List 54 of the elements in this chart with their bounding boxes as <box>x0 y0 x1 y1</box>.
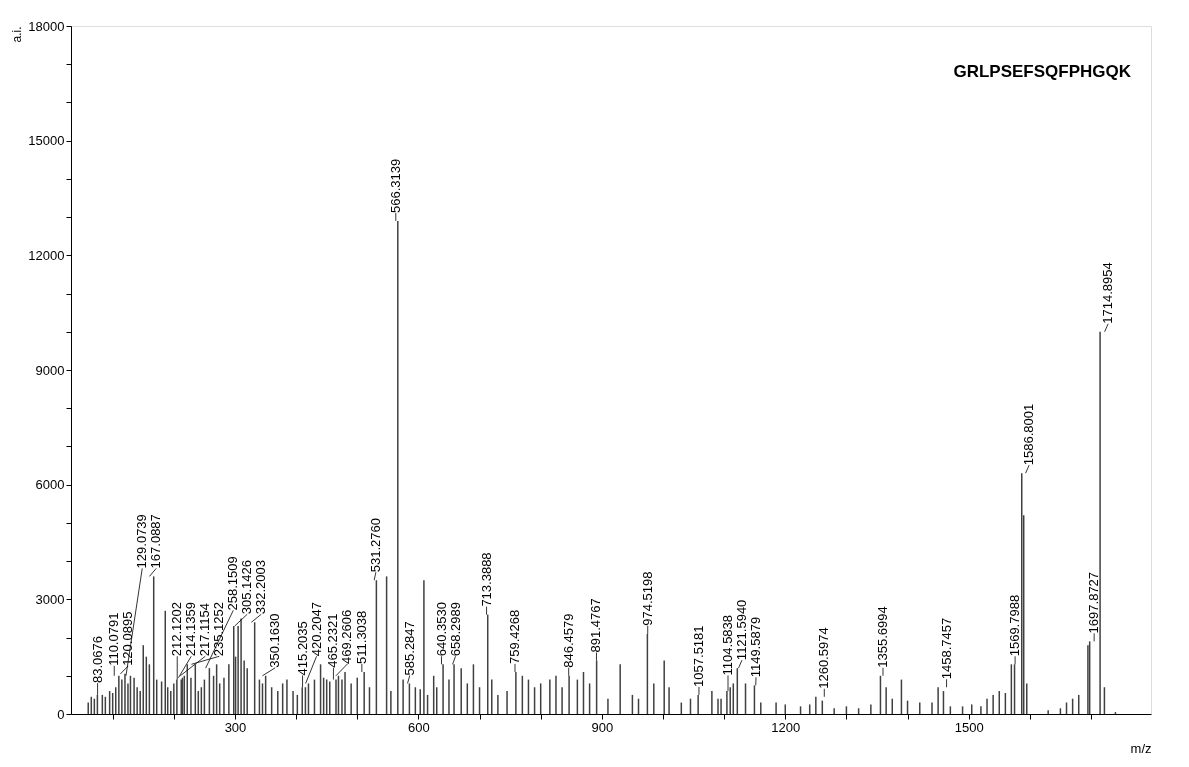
annotation: 1569.7988 <box>1007 594 1023 657</box>
annotation: 891.4767 <box>588 598 604 653</box>
annotation: 658.2989 <box>447 602 463 657</box>
annotation: 258.1509 <box>225 556 241 611</box>
y-tick-label: 0 <box>57 706 65 722</box>
x-tick-label: 900 <box>591 719 614 735</box>
annotation: 332.2003 <box>253 560 269 615</box>
annotation: 415.2035 <box>294 621 310 676</box>
annotation: 110.0791 <box>106 612 122 666</box>
annotation: 713.3888 <box>478 552 494 607</box>
annotation: 305.1426 <box>239 560 255 615</box>
annotation: 1104.5838 <box>720 614 735 676</box>
annotation: 1121.5940 <box>734 599 749 661</box>
annotation: 1714.8954 <box>1100 262 1116 324</box>
y-tick-label: 3000 <box>35 591 65 607</box>
x-tick-label: 1500 <box>954 719 984 735</box>
annotation: 846.4579 <box>560 613 576 668</box>
annotation: 469.2606 <box>339 609 355 664</box>
annotation: 235.1252 <box>211 602 227 657</box>
y-tick-label: 18000 <box>28 18 65 34</box>
annotation: 465.2321 <box>325 613 341 668</box>
annotation: 531.2760 <box>367 517 383 573</box>
annotation: 350.1630 <box>267 613 283 668</box>
y-tick-label: 12000 <box>28 247 65 263</box>
x-tick-label: 1200 <box>771 719 801 735</box>
annotation: 1355.6994 <box>874 606 890 668</box>
annotation: 1260.5974 <box>816 627 832 689</box>
y-tick-label: 9000 <box>35 362 65 378</box>
annotation: 640.3530 <box>433 602 449 657</box>
annotation: 974.5198 <box>639 571 655 626</box>
text: GRLPSEFSQFPHGQK <box>953 62 1132 81</box>
x-axis-title: m/z <box>1130 740 1152 756</box>
annotation: 1057.5181 <box>690 625 706 687</box>
annotation: 1697.8727 <box>1086 571 1102 634</box>
annotation: 83.0676 <box>89 636 105 684</box>
annotation: 585.2847 <box>401 621 417 676</box>
annotation: 217.1154 <box>197 603 213 657</box>
annotation: 167.0887 <box>148 514 164 569</box>
annotation: 420.2047 <box>308 602 324 657</box>
annotation: 129.0739 <box>134 514 150 569</box>
annotation: 566.3139 <box>387 158 403 213</box>
y-tick-label: 15000 <box>28 133 65 149</box>
annotation: 214.1359 <box>183 602 199 657</box>
y-tick-label: 6000 <box>35 477 65 493</box>
annotation: 212.1202 <box>169 602 185 657</box>
x-tick-label: 300 <box>224 719 247 735</box>
y-axis-title: a.i. <box>10 26 25 43</box>
annotation: 120.0895 <box>120 611 136 666</box>
annotation: 511.3038 <box>353 610 369 664</box>
annotation: 1149.5879 <box>748 616 763 678</box>
annotation: 1458.7457 <box>938 617 954 680</box>
x-tick-label: 600 <box>408 719 430 735</box>
annotation: 1586.8001 <box>1021 403 1037 466</box>
annotation: 759.4268 <box>506 609 522 664</box>
